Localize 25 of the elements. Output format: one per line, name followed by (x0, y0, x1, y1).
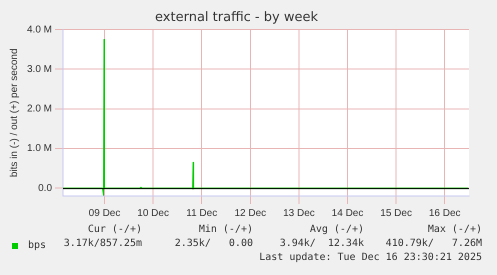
text: 3.17k/857.25m (64, 238, 142, 249)
y-tick-label: 4.0 M (26, 24, 52, 36)
x-tick-label: 10 Dec (137, 208, 169, 219)
y-tick-label: 3.0 M (26, 64, 52, 75)
y-tick-label: 2.0 M (26, 104, 52, 115)
legend-label: bps (28, 240, 46, 251)
text: Cur (-/+) (88, 224, 142, 235)
x-tick-label: 09 Dec (88, 208, 120, 219)
text: Last update: Tue Dec 16 23:30:21 2025 (259, 252, 482, 263)
chart-title: external traffic - by week (155, 10, 318, 26)
text: Avg (-/+) (310, 224, 364, 235)
text: 3.94k/ 12.34k (280, 238, 364, 249)
y-tick-label: 1.0 M (26, 143, 52, 154)
x-tick-label: 16 Dec (428, 208, 461, 219)
x-tick-label: 15 Dec (380, 208, 412, 219)
text: 410.79k/ 7.26M (386, 238, 482, 249)
y-axis-title: bits in (-) / out (+) per second (8, 48, 20, 178)
text: Min (-/+) (198, 224, 253, 235)
text: Max (-/+) (428, 224, 482, 235)
x-tick-label: 11 Dec (186, 208, 218, 219)
text: 2.35k/ 0.00 (174, 238, 253, 249)
y-tick-label: 0.0 (38, 182, 52, 194)
x-tick-label: 14 Dec (332, 208, 364, 219)
x-tick-label: 12 Dec (234, 208, 266, 219)
x-tick-label: 13 Dec (283, 208, 315, 219)
